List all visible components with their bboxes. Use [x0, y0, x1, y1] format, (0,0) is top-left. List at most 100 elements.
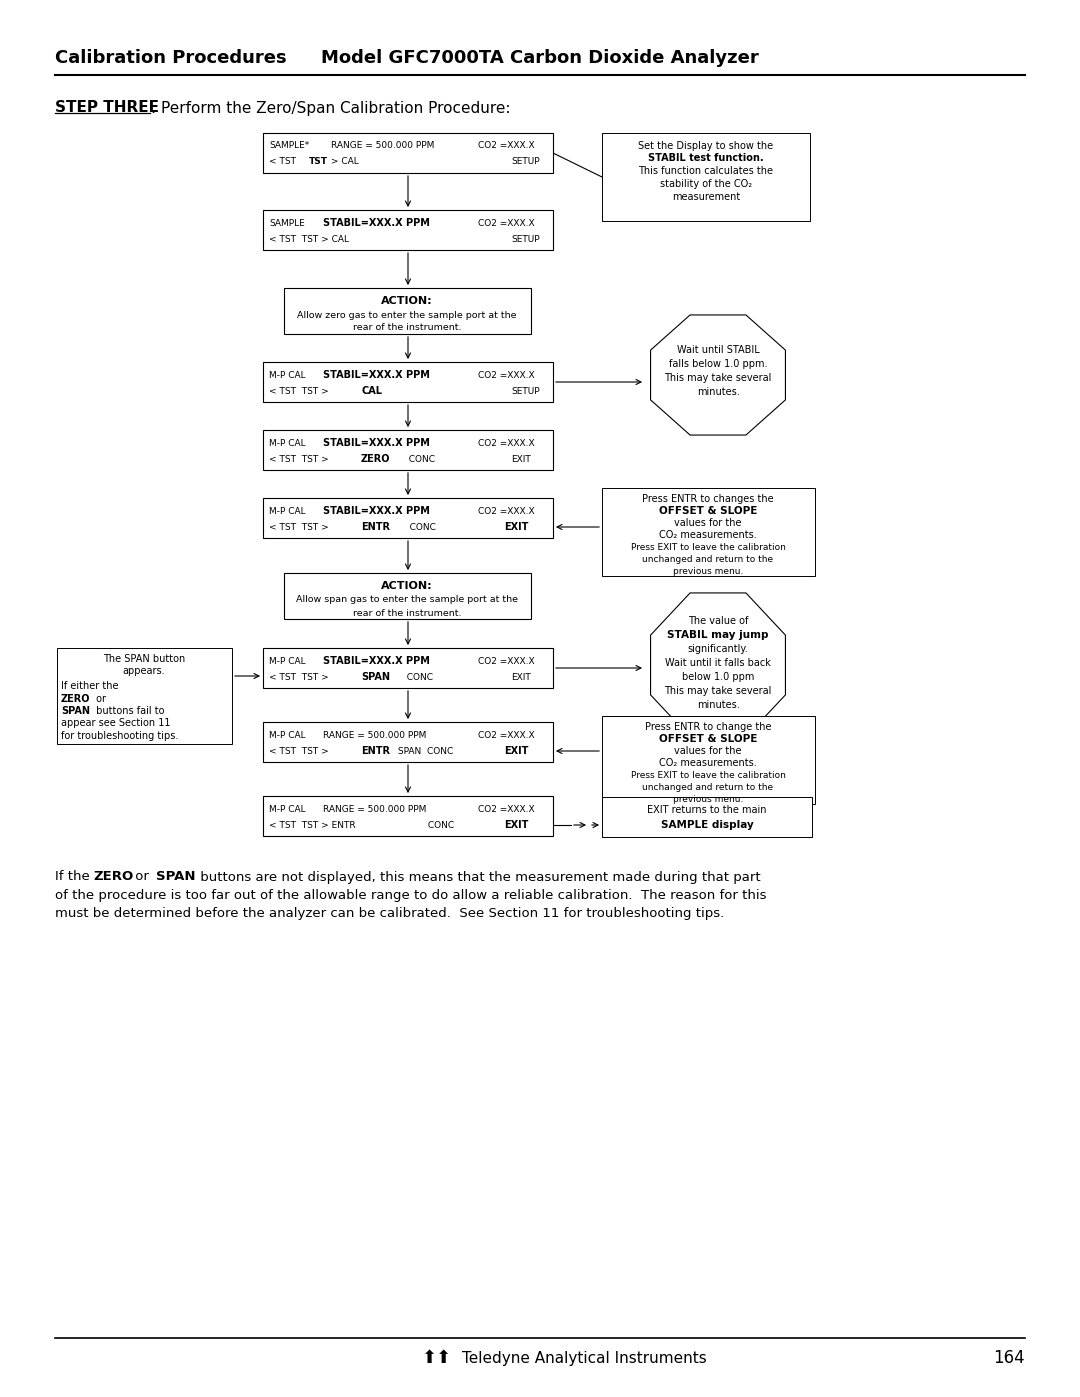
Text: ZERO: ZERO: [60, 694, 91, 704]
Text: < TST  TST > ENTR: < TST TST > ENTR: [269, 820, 355, 830]
Text: EXIT: EXIT: [504, 522, 528, 532]
Text: STABIL=XXX.X PPM: STABIL=XXX.X PPM: [323, 506, 430, 515]
Text: falls below 1.0 ppm.: falls below 1.0 ppm.: [669, 359, 767, 369]
Text: SAMPLE*: SAMPLE*: [269, 141, 309, 151]
Text: Press EXIT to leave the calibration: Press EXIT to leave the calibration: [631, 771, 785, 781]
Text: : Perform the Zero/Span Calibration Procedure:: : Perform the Zero/Span Calibration Proc…: [151, 101, 511, 116]
Bar: [264, 430, 553, 469]
Text: < TST: < TST: [269, 158, 301, 166]
Text: M-P CAL: M-P CAL: [269, 507, 306, 515]
Text: ENTR: ENTR: [361, 746, 390, 756]
Text: SPAN  CONC: SPAN CONC: [395, 746, 454, 756]
Text: CONC: CONC: [401, 672, 433, 682]
Bar: [602, 798, 812, 837]
Text: CO2 =XXX.X: CO2 =XXX.X: [478, 439, 535, 447]
Text: appears.: appears.: [123, 666, 165, 676]
Text: M-P CAL: M-P CAL: [269, 370, 306, 380]
Text: M-P CAL: M-P CAL: [269, 657, 306, 665]
Text: appear see Section 11: appear see Section 11: [60, 718, 171, 728]
Bar: [264, 796, 553, 835]
Polygon shape: [650, 592, 785, 738]
Text: significantly.: significantly.: [688, 644, 748, 654]
Text: Wait until STABIL: Wait until STABIL: [677, 345, 759, 355]
Text: The SPAN button: The SPAN button: [103, 654, 185, 664]
Text: STABIL=XXX.X PPM: STABIL=XXX.X PPM: [323, 218, 430, 228]
Text: or: or: [131, 870, 153, 883]
Text: Press ENTR to change the: Press ENTR to change the: [645, 722, 771, 732]
Text: CO2 =XXX.X: CO2 =XXX.X: [478, 370, 535, 380]
Text: < TST  TST >: < TST TST >: [269, 387, 328, 395]
Bar: [284, 288, 531, 334]
Text: ZERO: ZERO: [93, 870, 133, 883]
Text: M-P CAL: M-P CAL: [269, 805, 306, 813]
Text: SPAN: SPAN: [60, 705, 90, 717]
Text: minutes.: minutes.: [697, 700, 740, 710]
Text: RANGE = 500.000 PPM: RANGE = 500.000 PPM: [330, 141, 434, 151]
Text: previous menu.: previous menu.: [673, 567, 743, 577]
Text: EXIT: EXIT: [511, 672, 530, 682]
Text: values for the: values for the: [674, 746, 742, 756]
Text: rear of the instrument.: rear of the instrument.: [353, 324, 461, 332]
Text: This may take several: This may take several: [664, 686, 772, 696]
Text: unchanged and return to the: unchanged and return to the: [643, 784, 773, 792]
Text: ENTR: ENTR: [361, 522, 390, 532]
Text: OFFSET & SLOPE: OFFSET & SLOPE: [659, 506, 757, 515]
Bar: [602, 133, 810, 221]
Text: STABIL test function.: STABIL test function.: [648, 154, 764, 163]
Text: below 1.0 ppm: below 1.0 ppm: [681, 672, 754, 682]
Bar: [264, 362, 553, 402]
Text: CONC: CONC: [401, 522, 436, 531]
Text: for troubleshooting tips.: for troubleshooting tips.: [60, 731, 178, 740]
Text: M-P CAL: M-P CAL: [269, 731, 306, 739]
Text: values for the: values for the: [674, 518, 742, 528]
Text: buttons fail to: buttons fail to: [93, 705, 164, 717]
Text: STABIL=XXX.X PPM: STABIL=XXX.X PPM: [323, 657, 430, 666]
Text: Set the Display to show the: Set the Display to show the: [638, 141, 773, 151]
Text: previous menu.: previous menu.: [673, 795, 743, 805]
Text: CO₂ measurements.: CO₂ measurements.: [659, 759, 757, 768]
Text: CO2 =XXX.X: CO2 =XXX.X: [478, 657, 535, 665]
Text: This function calculates the: This function calculates the: [638, 166, 773, 176]
Text: SAMPLE display: SAMPLE display: [661, 820, 754, 830]
Text: CO2 =XXX.X: CO2 =XXX.X: [478, 731, 535, 739]
Text: measurement: measurement: [672, 191, 740, 203]
Text: RANGE = 500.000 PPM: RANGE = 500.000 PPM: [323, 805, 427, 813]
Text: < TST  TST >: < TST TST >: [269, 454, 328, 464]
Text: SPAN: SPAN: [361, 672, 390, 682]
Polygon shape: [650, 314, 785, 434]
Text: ACTION:: ACTION:: [381, 296, 433, 306]
Text: This may take several: This may take several: [664, 373, 772, 383]
Text: CO₂ measurements.: CO₂ measurements.: [659, 529, 757, 541]
Text: STABIL=XXX.X PPM: STABIL=XXX.X PPM: [323, 370, 430, 380]
Text: EXIT: EXIT: [511, 454, 530, 464]
Bar: [57, 648, 232, 745]
Text: or: or: [93, 694, 106, 704]
Text: CAL: CAL: [361, 386, 382, 395]
Bar: [264, 133, 553, 173]
Text: ZERO: ZERO: [361, 454, 391, 464]
Text: STABIL=XXX.X PPM: STABIL=XXX.X PPM: [323, 439, 430, 448]
Text: 164: 164: [994, 1350, 1025, 1368]
Text: RANGE = 500.000 PPM: RANGE = 500.000 PPM: [323, 731, 427, 739]
Text: STABIL may jump: STABIL may jump: [667, 630, 769, 640]
Text: buttons are not displayed, this means that the measurement made during that part: buttons are not displayed, this means th…: [195, 870, 760, 883]
Text: SETUP: SETUP: [511, 235, 540, 243]
Text: EXIT: EXIT: [504, 820, 528, 830]
Text: CO2 =XXX.X: CO2 =XXX.X: [478, 218, 535, 228]
Text: EXIT: EXIT: [504, 746, 528, 756]
Text: SETUP: SETUP: [511, 387, 540, 395]
Text: SPAN: SPAN: [156, 870, 195, 883]
Text: minutes.: minutes.: [697, 387, 740, 397]
Text: > CAL: > CAL: [328, 158, 359, 166]
Text: rear of the instrument.: rear of the instrument.: [353, 609, 461, 617]
Text: stability of the CO₂: stability of the CO₂: [660, 179, 752, 189]
Text: < TST  TST > CAL: < TST TST > CAL: [269, 235, 349, 243]
Text: Model GFC7000TA Carbon Dioxide Analyzer: Model GFC7000TA Carbon Dioxide Analyzer: [321, 49, 759, 67]
Bar: [264, 210, 553, 250]
Text: CO2 =XXX.X: CO2 =XXX.X: [478, 805, 535, 813]
Text: The value of: The value of: [688, 616, 748, 626]
Text: M-P CAL: M-P CAL: [269, 439, 306, 447]
Bar: [264, 497, 553, 538]
Text: Allow span gas to enter the sample port at the: Allow span gas to enter the sample port …: [296, 595, 518, 605]
Text: STEP THREE: STEP THREE: [55, 101, 159, 116]
